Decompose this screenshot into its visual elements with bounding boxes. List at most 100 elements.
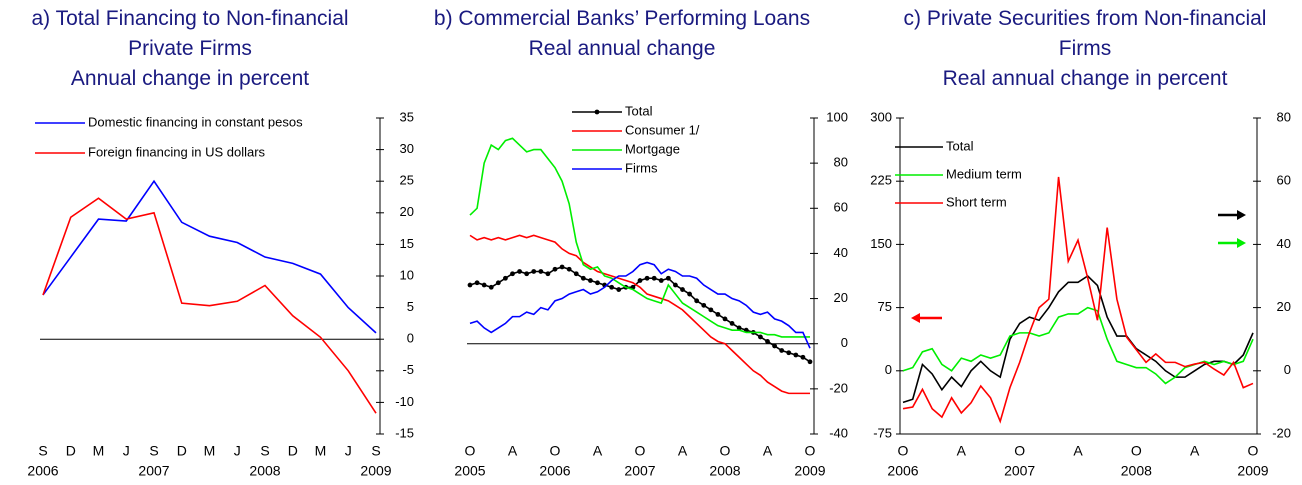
- x-tick-label: M: [204, 443, 216, 459]
- subtitle: Annual change in percent: [70, 67, 310, 90]
- x-tick-label: A: [763, 443, 773, 459]
- y-tick-label: 0: [885, 362, 892, 377]
- point: [736, 325, 742, 331]
- axis-arrows: [911, 210, 1246, 323]
- point: [517, 269, 522, 274]
- x-tick-label: S: [371, 443, 380, 459]
- y-tick-label: 225: [870, 173, 892, 188]
- y-tick-label: 15: [400, 236, 414, 251]
- legend-label: Short term: [946, 194, 1007, 209]
- x-tick-label: A: [957, 443, 967, 459]
- y-tick-label: 300: [870, 109, 892, 124]
- point: [552, 266, 558, 272]
- title: c) Private Securities from Non-financial…: [903, 7, 1267, 60]
- x-tick-label: A: [593, 443, 603, 459]
- subtitle: Real annual change: [528, 37, 716, 60]
- panel-title: c) Private Securities from Non-financial…: [895, 4, 1275, 94]
- point: [580, 275, 586, 281]
- series-line: [469, 137, 810, 338]
- point: [722, 316, 728, 322]
- point: [538, 269, 544, 274]
- panel-title: b) Commercial Banks’ Performing Loans Rea…: [432, 4, 812, 64]
- y-tick-label: 40: [1277, 236, 1291, 251]
- y-tick-label: -10: [395, 394, 414, 409]
- x-tick-label: J: [234, 443, 241, 459]
- y-tick-label: 0: [407, 331, 414, 346]
- y-tick-label: 25: [400, 173, 414, 188]
- y-tick-label: 100: [826, 109, 848, 124]
- title: a) Total Financing to Non-financial Priv…: [31, 7, 349, 60]
- x-tick-label: D: [288, 443, 298, 459]
- year-label: 2005: [454, 463, 485, 479]
- legend-label: Firms: [625, 160, 658, 175]
- y-tick-label: 60: [1277, 173, 1291, 188]
- point: [765, 339, 770, 344]
- arrow-head: [911, 313, 920, 323]
- y-tick-label: 10: [400, 267, 414, 282]
- y-tick-label: -15: [395, 425, 414, 440]
- arrow-head: [1237, 210, 1246, 220]
- point: [680, 287, 685, 292]
- x-tick-label: O: [898, 443, 909, 459]
- year-label: 2007: [138, 463, 169, 479]
- series-line: [902, 176, 1254, 424]
- point: [701, 302, 707, 308]
- x-tick-label: O: [1131, 443, 1142, 459]
- point: [800, 354, 806, 360]
- year-label: 2009: [794, 463, 825, 479]
- year-label: 2006: [27, 463, 58, 479]
- year-label: 2006: [887, 463, 918, 479]
- point: [673, 282, 678, 288]
- y-tick-label: 0: [1284, 362, 1291, 377]
- x-tick-label: M: [315, 443, 327, 459]
- y-tick-label: 60: [834, 200, 848, 215]
- point: [566, 266, 572, 272]
- point: [474, 280, 480, 286]
- x-tick-label: S: [260, 443, 269, 459]
- y-tick-label: -5: [402, 362, 414, 377]
- point: [467, 282, 473, 288]
- point: [793, 352, 799, 358]
- point: [524, 271, 530, 277]
- point: [658, 278, 664, 283]
- y-tick-label: -40: [829, 425, 848, 440]
- point: [708, 307, 714, 313]
- y-tick-label: 80: [1277, 109, 1291, 124]
- point: [807, 359, 813, 365]
- panel-title: a) Total Financing to Non-financial Priv…: [0, 4, 380, 94]
- y-tick-label: -75: [873, 425, 892, 440]
- year-label: 2009: [360, 463, 391, 479]
- x-tick-label: O: [465, 443, 476, 459]
- x-tick-label: A: [1073, 443, 1083, 459]
- y-tick-label: 0: [841, 335, 848, 350]
- year-label: 2008: [709, 463, 740, 479]
- y-tick-label: 75: [878, 299, 892, 314]
- x-tick-label: D: [177, 443, 187, 459]
- x-tick-label: O: [805, 443, 816, 459]
- x-tick-label: A: [1190, 443, 1200, 459]
- series-line: [469, 234, 810, 395]
- point: [573, 271, 579, 277]
- year-label: 2007: [624, 463, 655, 479]
- series-line: [469, 261, 811, 349]
- y-tick-label: 5: [407, 299, 414, 314]
- legend-label: Total: [946, 138, 974, 153]
- point: [503, 275, 508, 281]
- point: [609, 284, 615, 290]
- x-tick-label: O: [550, 443, 561, 459]
- legend-label: Foreign financing in US dollars: [88, 144, 266, 159]
- point: [588, 278, 593, 283]
- year-label: 2008: [249, 463, 280, 479]
- arrow-head: [1237, 238, 1246, 248]
- y-tick-label: 35: [400, 109, 414, 124]
- point: [531, 269, 537, 274]
- point: [644, 275, 650, 281]
- point: [779, 348, 785, 353]
- point: [665, 275, 671, 281]
- y-tick-label: 80: [834, 155, 848, 170]
- point: [687, 291, 692, 297]
- year-label: 2008: [1121, 463, 1152, 479]
- point: [495, 280, 501, 286]
